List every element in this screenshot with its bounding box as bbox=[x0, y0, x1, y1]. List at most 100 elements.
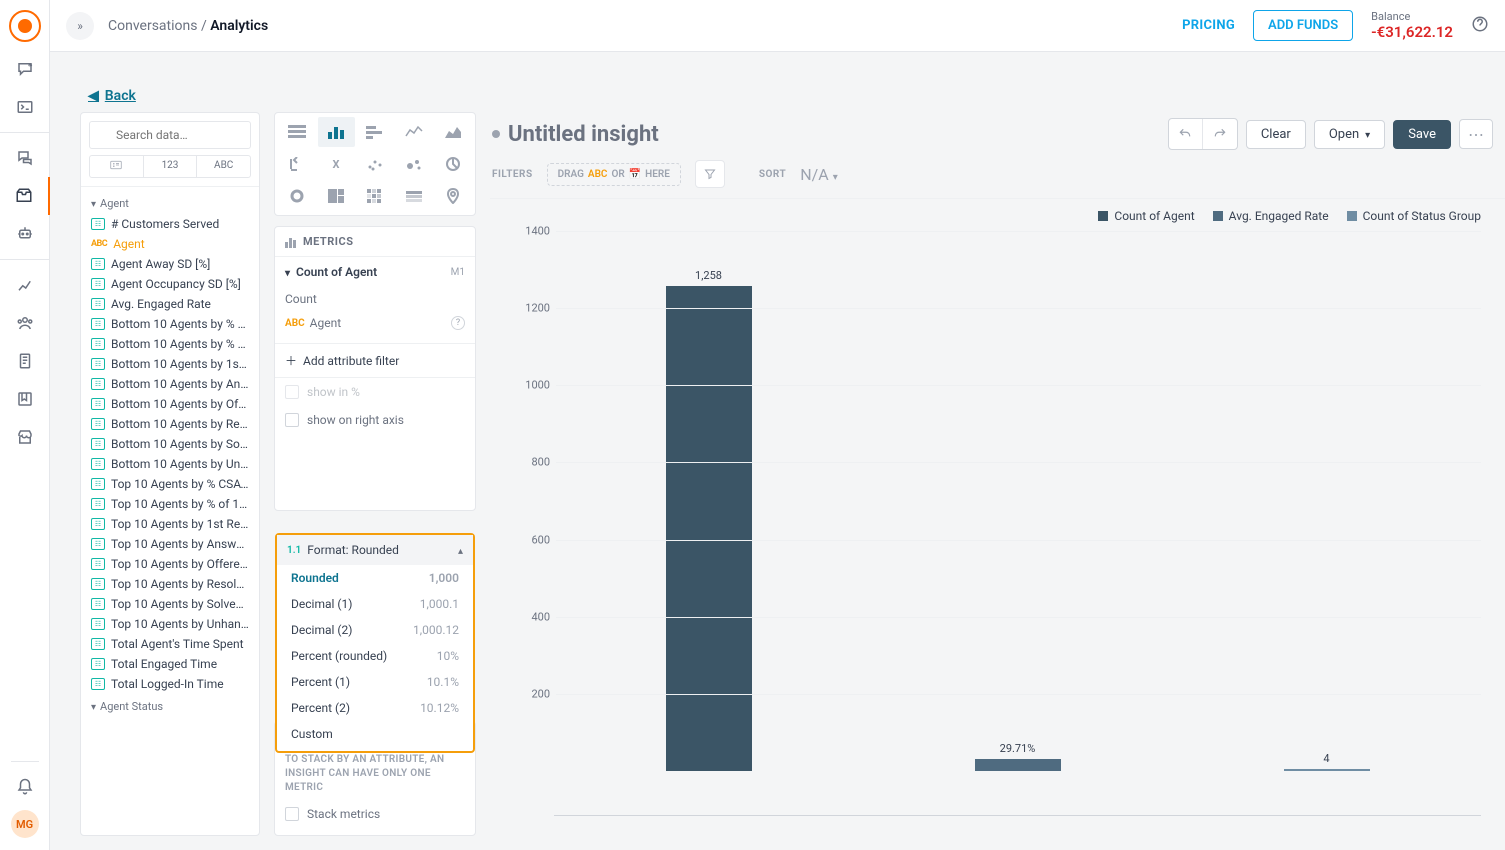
undo-button[interactable] bbox=[1169, 119, 1203, 149]
viz-stacked[interactable] bbox=[279, 149, 316, 179]
data-field-item[interactable]: ABCAgent bbox=[81, 234, 259, 254]
viz-geo[interactable] bbox=[434, 181, 471, 211]
data-field-item[interactable]: ☷Top 10 Agents by 1st Resp… bbox=[81, 514, 259, 534]
format-option[interactable]: Custom bbox=[277, 721, 473, 747]
viz-bullet[interactable] bbox=[395, 181, 432, 211]
data-field-item[interactable]: ☷Bottom 10 Agents by Resol… bbox=[81, 414, 259, 434]
open-dropdown[interactable]: Open bbox=[1314, 120, 1385, 149]
format-option[interactable]: Percent (2)10.12% bbox=[277, 695, 473, 721]
data-field-item[interactable]: ☷Agent Occupancy SD [%] bbox=[81, 274, 259, 294]
rail-item-conversations[interactable] bbox=[0, 139, 50, 177]
back-link[interactable]: ◀ Back bbox=[88, 88, 136, 104]
undo-redo-group bbox=[1168, 118, 1238, 150]
viz-column[interactable] bbox=[318, 117, 355, 147]
legend-item[interactable]: Avg. Engaged Rate bbox=[1213, 209, 1329, 223]
data-catalog-panel: 123 ABC Agent☷# Customers ServedABCAgent… bbox=[80, 112, 260, 836]
add-funds-button[interactable]: ADD FUNDS bbox=[1253, 10, 1353, 41]
pricing-link[interactable]: PRICING bbox=[1182, 18, 1235, 33]
rail-item-bookmark[interactable] bbox=[0, 380, 50, 418]
metric-title-row[interactable]: Count of Agent M1 bbox=[275, 257, 475, 287]
rail-item-analytics[interactable] bbox=[0, 266, 50, 304]
data-field-item[interactable]: ☷Top 10 Agents by Answere… bbox=[81, 534, 259, 554]
data-field-item[interactable]: ☷Top 10 Agents by % of 1 To… bbox=[81, 494, 259, 514]
clear-button[interactable]: Clear bbox=[1246, 120, 1306, 149]
toggle-calc[interactable] bbox=[90, 156, 144, 177]
breadcrumb-parent[interactable]: Conversations bbox=[108, 18, 197, 34]
data-field-item[interactable]: ☷Total Agent's Time Spent bbox=[81, 634, 259, 654]
user-avatar[interactable]: MG bbox=[11, 810, 39, 838]
data-field-item[interactable]: ☷Bottom 10 Agents by % CS… bbox=[81, 314, 259, 334]
viz-area[interactable] bbox=[434, 117, 471, 147]
more-menu-button[interactable]: ⋯ bbox=[1459, 119, 1493, 149]
data-field-item[interactable]: ☷Bottom 10 Agents by Unha… bbox=[81, 454, 259, 474]
brand-logo[interactable] bbox=[9, 10, 41, 42]
format-option[interactable]: Decimal (2)1,000.12 bbox=[277, 617, 473, 643]
calc-icon: ☷ bbox=[91, 278, 105, 290]
show-right-axis-toggle[interactable]: show on right axis bbox=[275, 406, 475, 434]
viz-bar[interactable] bbox=[357, 117, 394, 147]
toggle-abc[interactable]: ABC bbox=[197, 156, 250, 177]
viz-bubble[interactable] bbox=[395, 149, 432, 179]
format-option[interactable]: Percent (rounded)10% bbox=[277, 643, 473, 669]
chart-bar[interactable] bbox=[666, 286, 752, 771]
data-field-item[interactable]: ☷Bottom 10 Agents by Solve… bbox=[81, 434, 259, 454]
notifications-icon[interactable] bbox=[16, 778, 34, 800]
data-field-item[interactable]: ☷Bottom 10 Agents by % of … bbox=[81, 334, 259, 354]
filter-drop-zone[interactable]: DRAG ABC OR 📅 HERE bbox=[547, 163, 681, 186]
data-field-item[interactable]: ☷Total Logged-In Time bbox=[81, 674, 259, 694]
chart-bar[interactable] bbox=[975, 759, 1061, 771]
data-field-item[interactable]: ☷Top 10 Agents by Offered C… bbox=[81, 554, 259, 574]
rail-item-terminal[interactable] bbox=[0, 88, 50, 126]
filter-icon-button[interactable] bbox=[695, 160, 725, 188]
add-attribute-filter[interactable]: ＋ Add attribute filter bbox=[275, 344, 475, 378]
format-option[interactable]: Rounded1,000 bbox=[277, 565, 473, 591]
legend-item[interactable]: Count of Status Group bbox=[1347, 209, 1481, 223]
chart-bar[interactable] bbox=[1284, 769, 1370, 771]
data-field-item[interactable]: ☷Bottom 10 Agents by 1st R… bbox=[81, 354, 259, 374]
expand-sidebar-button[interactable] bbox=[66, 12, 94, 40]
help-icon[interactable] bbox=[1471, 15, 1489, 37]
format-option[interactable]: Decimal (1)1,000.1 bbox=[277, 591, 473, 617]
data-field-item[interactable]: ☷Top 10 Agents by Solved C… bbox=[81, 594, 259, 614]
data-group-label[interactable]: Agent bbox=[81, 191, 259, 214]
search-input[interactable] bbox=[89, 121, 251, 149]
viz-treemap[interactable] bbox=[318, 181, 355, 211]
rail-item-docs[interactable] bbox=[0, 342, 50, 380]
save-button[interactable]: Save bbox=[1393, 120, 1451, 149]
sort-dropdown[interactable]: N/A bbox=[800, 165, 837, 184]
viz-combo[interactable]: X bbox=[318, 149, 355, 179]
data-field-item[interactable]: ☷Bottom 10 Agents by Answ… bbox=[81, 374, 259, 394]
viz-donut[interactable] bbox=[279, 181, 316, 211]
balance-display: Balance -€31,622.12 bbox=[1371, 10, 1453, 41]
stack-metrics-toggle[interactable]: Stack metrics bbox=[285, 803, 465, 825]
data-field-item[interactable]: ☷Top 10 Agents by Resolutio… bbox=[81, 574, 259, 594]
data-field-item[interactable]: ☷Agent Away SD [%] bbox=[81, 254, 259, 274]
format-selector[interactable]: 1.1 Format: Rounded bbox=[277, 535, 473, 565]
rail-item-store[interactable] bbox=[0, 418, 50, 456]
rail-item-chat[interactable] bbox=[0, 50, 50, 88]
data-group-label[interactable]: Agent Status bbox=[81, 694, 259, 717]
format-option[interactable]: Percent (1)10.1% bbox=[277, 669, 473, 695]
data-field-item[interactable]: ☷Avg. Engaged Rate bbox=[81, 294, 259, 314]
rail-item-team[interactable] bbox=[0, 304, 50, 342]
data-field-item[interactable]: ☷Top 10 Agents by Unhandle… bbox=[81, 614, 259, 634]
rail-item-inbox[interactable] bbox=[0, 177, 50, 215]
data-field-item[interactable]: ☷# Customers Served bbox=[81, 214, 259, 234]
checkbox-icon bbox=[285, 385, 299, 399]
viz-line[interactable] bbox=[395, 117, 432, 147]
insight-title[interactable]: Untitled insight bbox=[492, 122, 659, 147]
data-field-item[interactable]: ☷Total Engaged Time bbox=[81, 654, 259, 674]
viz-scatter[interactable] bbox=[357, 149, 394, 179]
viz-pie[interactable] bbox=[434, 149, 471, 179]
redo-button[interactable] bbox=[1203, 119, 1237, 149]
rail-item-bot[interactable] bbox=[0, 215, 50, 253]
help-icon[interactable]: ? bbox=[451, 316, 465, 330]
viz-heatmap[interactable] bbox=[357, 181, 394, 211]
toggle-num[interactable]: 123 bbox=[144, 156, 198, 177]
show-in-percent-toggle[interactable]: show in % bbox=[275, 378, 475, 406]
legend-item[interactable]: Count of Agent bbox=[1098, 209, 1194, 223]
metric-attribute[interactable]: ABC Agent ? bbox=[285, 311, 465, 335]
viz-table[interactable] bbox=[279, 117, 316, 147]
data-field-item[interactable]: ☷Top 10 Agents by % CSAT … bbox=[81, 474, 259, 494]
data-field-item[interactable]: ☷Bottom 10 Agents by Offer… bbox=[81, 394, 259, 414]
